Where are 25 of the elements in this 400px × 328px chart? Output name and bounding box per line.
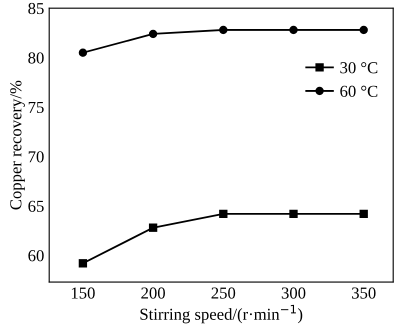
y-tick-label: 60	[28, 250, 44, 262]
point	[289, 26, 298, 34]
point	[360, 210, 368, 218]
point	[219, 26, 228, 34]
x-tick-label: 150	[72, 287, 95, 299]
point	[219, 210, 228, 218]
point	[148, 224, 158, 232]
y-tick-label: 75	[28, 102, 44, 114]
y-tick-label: 70	[28, 151, 44, 162]
y-tick-label: 85	[28, 2, 44, 14]
x-tick-label: 200	[141, 287, 165, 299]
point	[360, 26, 368, 34]
x-tick-label: 350	[352, 287, 376, 299]
point	[148, 30, 158, 38]
y-tick-label: 80	[28, 52, 44, 64]
legend-label: 60 °C	[340, 86, 378, 97]
y-axis-title: Copper recovery/%	[10, 80, 25, 210]
legend-label: 30 °C	[340, 62, 378, 74]
y-tick-label: 65	[28, 200, 44, 212]
point	[78, 48, 88, 57]
point	[78, 259, 88, 268]
x-tick-label: 300	[282, 287, 306, 299]
point	[289, 210, 298, 218]
x-axis-title: Stirring speed/(r·min$^{−1}$)	[140, 304, 302, 324]
x-tick-label: 250	[212, 287, 236, 299]
